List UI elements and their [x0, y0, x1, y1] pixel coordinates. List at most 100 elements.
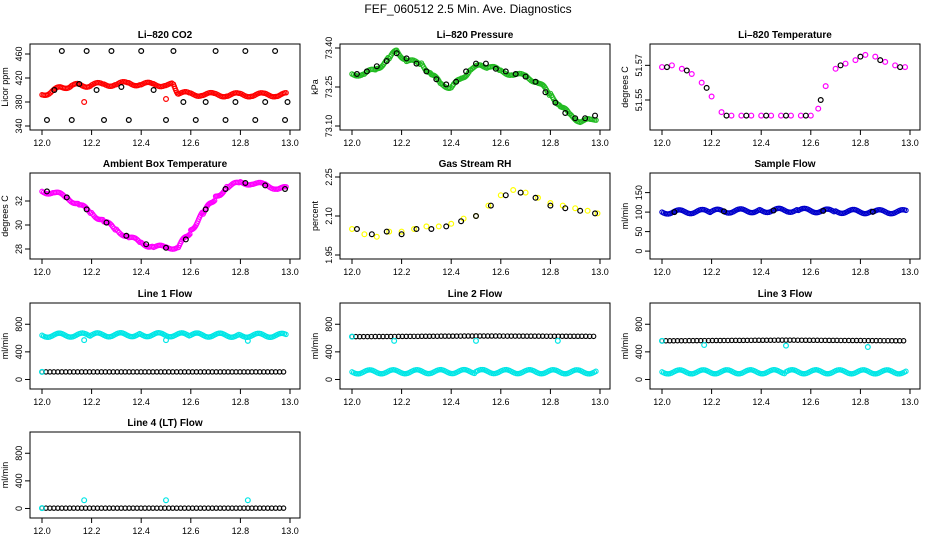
x-tick-label: 12.0 — [33, 397, 51, 407]
data-point — [787, 112, 794, 119]
y-tick-label: 51.57 — [634, 54, 644, 77]
data-point — [807, 112, 814, 119]
data-point — [900, 338, 907, 344]
series-2 — [43, 180, 289, 251]
panel-title: Gas Stream RH — [439, 159, 512, 170]
plot-frame — [339, 172, 611, 260]
series-2 — [671, 207, 876, 216]
data-point — [770, 207, 777, 214]
data-point — [361, 231, 368, 238]
data-point — [562, 205, 569, 212]
data-point — [373, 63, 380, 70]
series-3 — [39, 369, 287, 375]
data-point — [778, 112, 785, 119]
series-2 — [353, 50, 599, 122]
plot-frame — [29, 302, 301, 390]
panel-title: Line 3 Flow — [758, 289, 813, 300]
data-point — [797, 112, 804, 119]
data-point — [683, 67, 690, 74]
series-1 — [658, 51, 909, 119]
x-tick-label: 12.0 — [653, 267, 671, 277]
data-point — [522, 73, 529, 80]
y-tick-label: 340 — [14, 118, 24, 133]
x-tick-label: 12.8 — [542, 267, 560, 277]
y-tick-label: 73.40 — [324, 37, 334, 60]
series-1 — [349, 47, 599, 126]
data-point — [186, 232, 192, 238]
data-point — [495, 66, 501, 72]
data-point — [593, 368, 599, 375]
x-tick-label: 12.6 — [802, 138, 820, 148]
data-point — [391, 337, 398, 344]
x-tick-label: 13.0 — [901, 397, 919, 407]
data-point — [93, 86, 100, 93]
data-point — [738, 112, 745, 119]
y-axis-label: ml/min — [620, 333, 630, 360]
data-point — [547, 200, 554, 207]
y-tick-label: 30 — [14, 220, 24, 230]
data-point — [398, 231, 405, 238]
data-point — [502, 192, 509, 199]
data-point — [242, 180, 249, 187]
y-tick-label: 420 — [14, 70, 24, 85]
y-tick-label: 800 — [14, 317, 24, 332]
data-point — [658, 337, 665, 344]
data-point — [210, 198, 217, 205]
panel-10: Line 4 (LT) Flow ml/min 12.0 12.2 12.4 12.6 12… — [0, 418, 301, 536]
data-point — [482, 60, 489, 67]
data-point — [202, 98, 209, 105]
data-point — [43, 188, 50, 195]
data-point — [138, 47, 145, 54]
x-tick-label: 13.0 — [281, 138, 299, 148]
data-point — [282, 186, 289, 193]
data-point — [413, 60, 420, 67]
data-point — [902, 64, 909, 71]
data-point — [763, 112, 770, 119]
data-point — [283, 331, 289, 338]
data-point — [163, 244, 170, 251]
data-point — [283, 90, 289, 96]
data-point — [262, 182, 269, 189]
x-tick-label: 12.2 — [393, 267, 411, 277]
series-1 — [659, 337, 907, 344]
data-point — [393, 50, 400, 57]
y-tick-label: 2.10 — [324, 207, 334, 225]
x-tick-label: 12.4 — [442, 397, 460, 407]
x-tick-label: 12.6 — [492, 138, 510, 148]
data-point — [428, 226, 435, 233]
y-tick-label: 400 — [14, 344, 24, 359]
y-tick-label: 1.95 — [324, 246, 334, 264]
data-point — [743, 112, 750, 119]
x-tick-label: 12.2 — [703, 267, 721, 277]
y-axis-label: Licor ppm — [0, 67, 10, 107]
x-tick-label: 12.4 — [752, 267, 770, 277]
y-tick-label: 51.55 — [634, 89, 644, 112]
data-point — [262, 98, 269, 105]
plot-frame — [339, 302, 611, 390]
data-point — [547, 202, 554, 209]
data-point — [837, 62, 844, 69]
data-point — [892, 62, 899, 69]
data-point — [562, 109, 569, 116]
series-1 — [39, 78, 289, 100]
y-tick-label: 400 — [324, 344, 334, 359]
data-point — [698, 79, 705, 86]
data-point — [68, 116, 75, 123]
y-tick-label: 50 — [634, 227, 644, 237]
data-point — [590, 333, 597, 340]
data-point — [435, 223, 442, 230]
x-tick-label: 12.6 — [182, 138, 200, 148]
y-tick-label: 2.25 — [324, 168, 334, 186]
data-point — [76, 80, 83, 87]
y-tick-label: 73.25 — [324, 76, 334, 99]
y-tick-label: 400 — [634, 344, 644, 359]
data-point — [594, 210, 601, 217]
data-point — [802, 112, 809, 119]
data-point — [572, 205, 579, 212]
x-tick-label: 12.8 — [542, 138, 560, 148]
data-point — [832, 65, 839, 72]
y-axis-label: kPa — [310, 79, 320, 95]
data-point — [83, 47, 90, 54]
data-point — [720, 208, 727, 215]
x-tick-label: 12.6 — [182, 526, 200, 536]
